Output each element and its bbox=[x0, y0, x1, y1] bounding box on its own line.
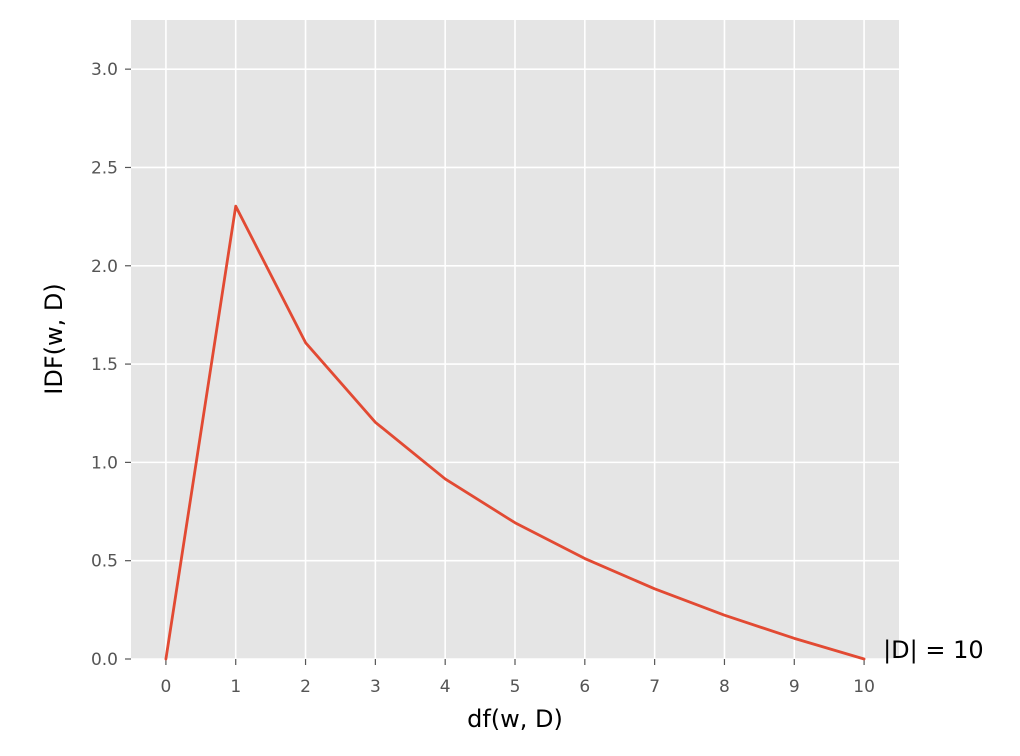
dataset-size-annotation: |D| = 10 bbox=[883, 636, 984, 664]
series bbox=[164, 204, 866, 661]
x-tick-label: 3 bbox=[370, 677, 381, 697]
y-tick-label: 1.0 bbox=[91, 453, 118, 473]
x-tick-label: 6 bbox=[579, 677, 590, 697]
x-tick-label: 4 bbox=[440, 677, 451, 697]
x-tick-label: 2 bbox=[300, 677, 311, 697]
x-tick-label: 1 bbox=[230, 677, 241, 697]
x-tick-label: 9 bbox=[789, 677, 800, 697]
y-tick-label: 2.5 bbox=[91, 158, 118, 178]
y-tick-label: 2.0 bbox=[91, 257, 118, 277]
ticks: 0 1 2 3 4 5 6 7 8 9 10 0.0 0.5 1.0 1.5 2.0 2.5 3.0 bbox=[91, 60, 875, 697]
y-tick-label: 0.0 bbox=[91, 650, 118, 670]
x-tick-label: 5 bbox=[510, 677, 521, 697]
x-tick-label: 7 bbox=[649, 677, 660, 697]
grid bbox=[131, 20, 899, 660]
y-axis-label: IDF(w, D) bbox=[40, 283, 68, 394]
y-tick-label: 1.5 bbox=[91, 355, 118, 375]
y-tick-label: 0.5 bbox=[91, 552, 118, 572]
x-tick-label: 10 bbox=[853, 677, 875, 697]
x-axis-label: df(w, D) bbox=[467, 705, 563, 733]
x-tick-label: 0 bbox=[160, 677, 171, 697]
x-tick-label: 8 bbox=[719, 677, 730, 697]
idf-series-line bbox=[164, 204, 866, 661]
y-tick-label: 3.0 bbox=[91, 60, 118, 80]
